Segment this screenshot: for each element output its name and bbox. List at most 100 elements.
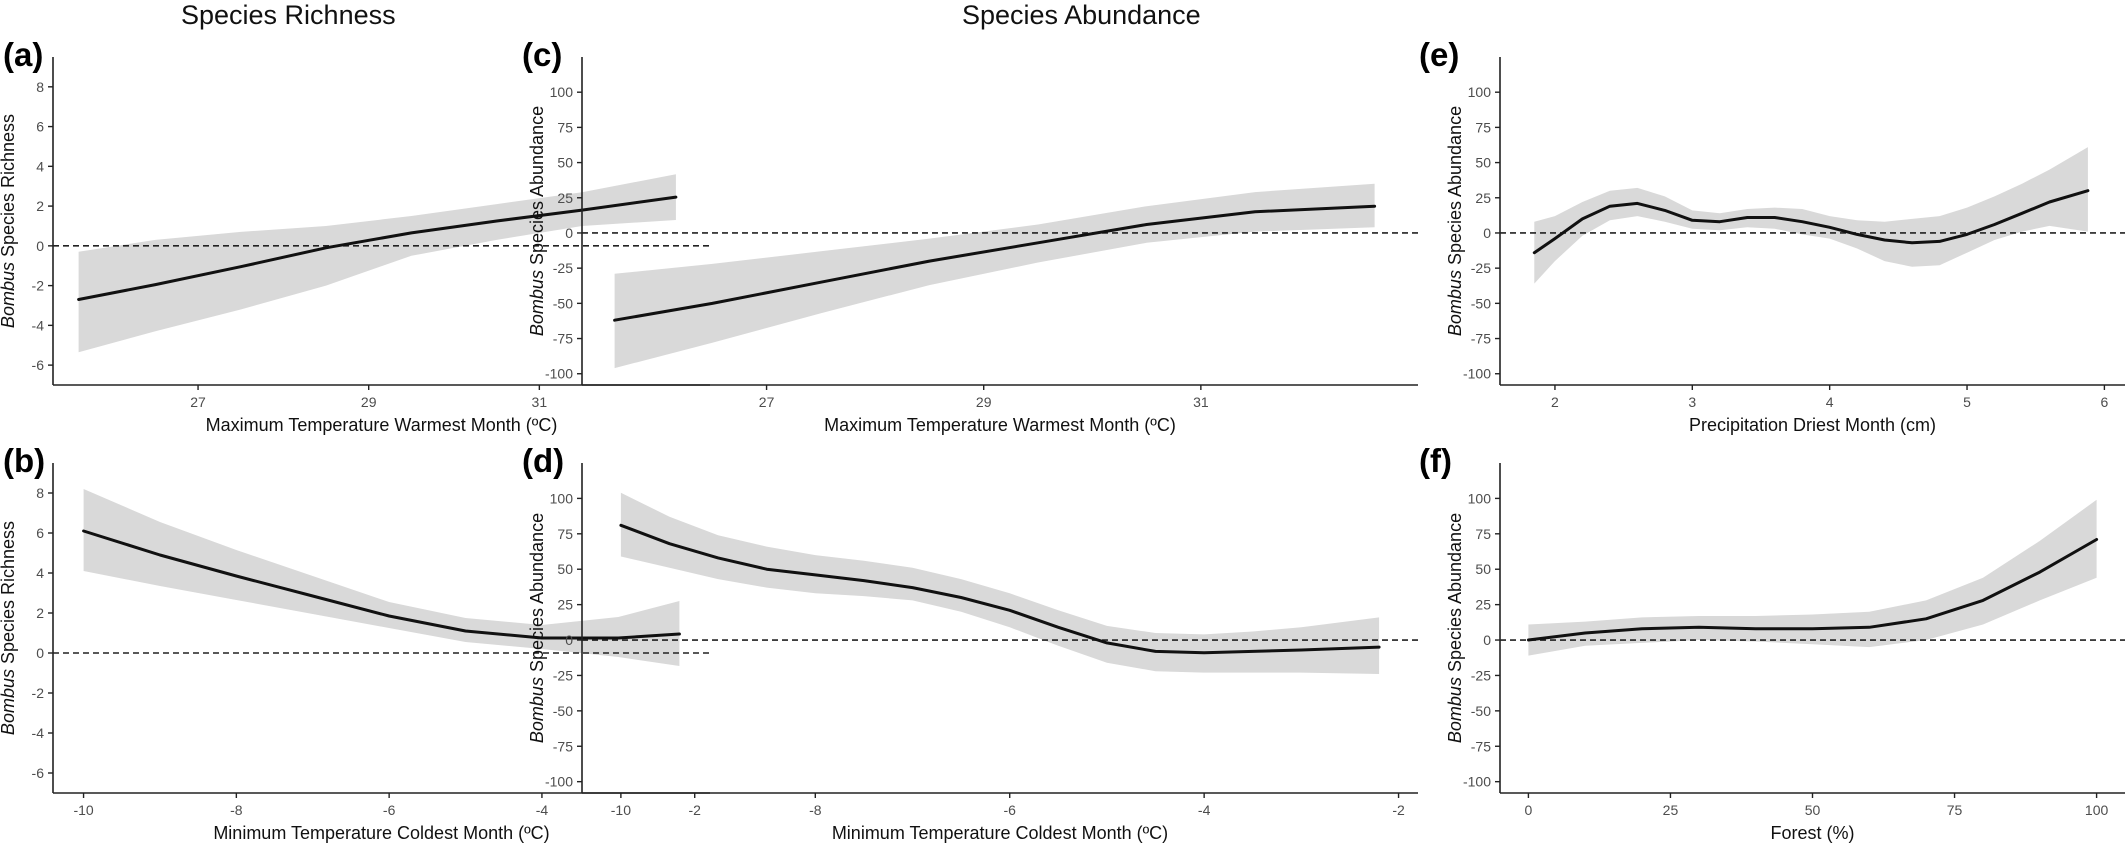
x-tick-label: 31 (1193, 394, 1209, 410)
y-tick-label: -100 (545, 366, 573, 382)
y-axis-label: Bombus Species Abundance (1445, 106, 1465, 336)
y-tick-label: 8 (36, 485, 44, 501)
x-axis-label: Minimum Temperature Coldest Month (ºC) (832, 823, 1168, 843)
panel-label: (e) (1419, 36, 1459, 73)
x-tick-label: 4 (1826, 394, 1834, 410)
x-tick-label: 50 (1805, 802, 1821, 818)
panel-a: -6 -4 -2 0 2 4 6 8 27 29 31 Maximum Temperature War… (0, 36, 710, 435)
y-tick-label: 50 (557, 561, 573, 577)
x-tick-label: -10 (611, 802, 631, 818)
x-axis-label: Forest (%) (1770, 823, 1854, 843)
x-axis-label: Minimum Temperature Coldest Month (ºC) (213, 823, 549, 843)
y-tick-label: 4 (36, 565, 44, 581)
y-tick-label: 25 (557, 190, 573, 206)
y-tick-label: 6 (36, 525, 44, 541)
y-axis-label-rest: Species Abundance (527, 513, 547, 677)
x-tick-label: 100 (2085, 802, 2109, 818)
x-axis-label: Maximum Temperature Warmest Month (ºC) (206, 415, 558, 435)
fitted-line (82, 529, 681, 640)
y-tick-label: 50 (1475, 561, 1491, 577)
y-tick-label: 25 (1475, 597, 1491, 613)
panel-f: -100 -75 -50 -25 0 25 50 75 100 0 25 50 75 100 Forest … (1419, 442, 2125, 843)
x-tick-label: 25 (1663, 802, 1679, 818)
y-tick-label: 25 (1475, 190, 1491, 206)
y-tick-label: 0 (1483, 632, 1491, 648)
y-tick-label: -50 (1471, 295, 1491, 311)
fitted-line (619, 523, 1381, 655)
x-tick-label: -4 (536, 802, 549, 818)
y-axis-label: Bombus Species Abundance (527, 106, 547, 336)
panel-label: (f) (1419, 442, 1452, 479)
y-tick-label: 25 (557, 597, 573, 613)
y-tick-label: 75 (1475, 119, 1491, 135)
panel-label: (d) (522, 442, 564, 479)
confidence-band (78, 174, 676, 353)
y-tick-label: -6 (32, 765, 45, 781)
y-tick-label: -25 (553, 260, 573, 276)
y-tick-label: 50 (557, 155, 573, 171)
y-tick-label: 75 (557, 119, 573, 135)
y-tick-label: 100 (1468, 84, 1492, 100)
y-axis-label: Bombus Species Abundance (527, 513, 547, 743)
x-tick-label: 3 (1688, 394, 1696, 410)
y-axis-label-rest: Species Abundance (1445, 513, 1465, 677)
y-tick-label: -75 (553, 331, 573, 347)
y-tick-label: -2 (32, 685, 45, 701)
y-tick-label: 75 (1475, 526, 1491, 542)
y-tick-label: 0 (36, 645, 44, 661)
x-tick-label: 6 (2100, 394, 2108, 410)
y-axis-label-genus: Bombus (527, 677, 547, 743)
panel-label: (a) (3, 36, 43, 73)
y-tick-label: 2 (36, 605, 44, 621)
fitted-line (1532, 189, 2090, 255)
x-tick-label: 5 (1963, 394, 1971, 410)
y-axis-label-genus: Bombus (1445, 270, 1465, 336)
y-tick-label: 75 (557, 526, 573, 542)
x-tick-label: -2 (1392, 802, 1405, 818)
fitted-line (77, 195, 678, 301)
x-tick-label: -4 (1198, 802, 1211, 818)
panel-label: (b) (3, 442, 45, 479)
y-tick-label: -4 (32, 317, 45, 333)
y-tick-label: 100 (1468, 490, 1492, 506)
y-tick-label: 0 (36, 238, 44, 254)
y-tick-label: -75 (1471, 331, 1491, 347)
y-axis-label: Bombus Species Richness (0, 114, 18, 328)
x-tick-label: -10 (73, 802, 93, 818)
confidence-band (1528, 499, 2097, 656)
panel-label: (c) (522, 36, 562, 73)
confidence-band (1534, 147, 2088, 284)
x-tick-label: -6 (383, 802, 396, 818)
x-tick-label: -2 (688, 802, 701, 818)
y-tick-label: -4 (32, 725, 45, 741)
panel-e: -100 -75 -50 -25 0 25 50 75 100 2 3 4 5 6 Precipitatio… (1419, 36, 2125, 435)
y-tick-label: 2 (36, 198, 44, 214)
panel-c: -100 -75 -50 -25 0 25 50 75 100 27 29 31 Maximum Tem… (522, 36, 1418, 435)
y-axis-label-genus: Bombus (527, 270, 547, 336)
y-tick-label: -50 (1471, 703, 1491, 719)
y-axis-label-rest: Species Richness (0, 114, 18, 262)
y-tick-label: -100 (1463, 366, 1491, 382)
panel-d: -100 -75 -50 -25 0 25 50 75 100 -10 -8 -6 -4 -2 Minimu… (522, 442, 1418, 843)
x-tick-label: -8 (230, 802, 243, 818)
x-tick-label: 0 (1525, 802, 1533, 818)
y-axis-label-rest: Species Abundance (527, 106, 547, 270)
confidence-band (83, 489, 680, 666)
x-tick-label: 75 (1947, 802, 1963, 818)
x-tick-label: 29 (976, 394, 992, 410)
y-tick-label: -75 (553, 738, 573, 754)
y-tick-label: 100 (550, 490, 574, 506)
y-axis-label: Bombus Species Abundance (1445, 513, 1465, 743)
y-tick-label: -2 (32, 278, 45, 294)
header-species-abundance: Species Abundance (962, 0, 1201, 30)
y-tick-label: 0 (565, 225, 573, 241)
x-tick-label: 27 (190, 394, 206, 410)
x-tick-label: -6 (1003, 802, 1016, 818)
x-tick-label: 31 (532, 394, 548, 410)
y-tick-label: -100 (1463, 774, 1491, 790)
y-tick-label: -25 (553, 667, 573, 683)
y-tick-label: -25 (1471, 667, 1491, 683)
x-tick-label: 2 (1551, 394, 1559, 410)
y-axis-label: Bombus Species Richness (0, 521, 18, 735)
